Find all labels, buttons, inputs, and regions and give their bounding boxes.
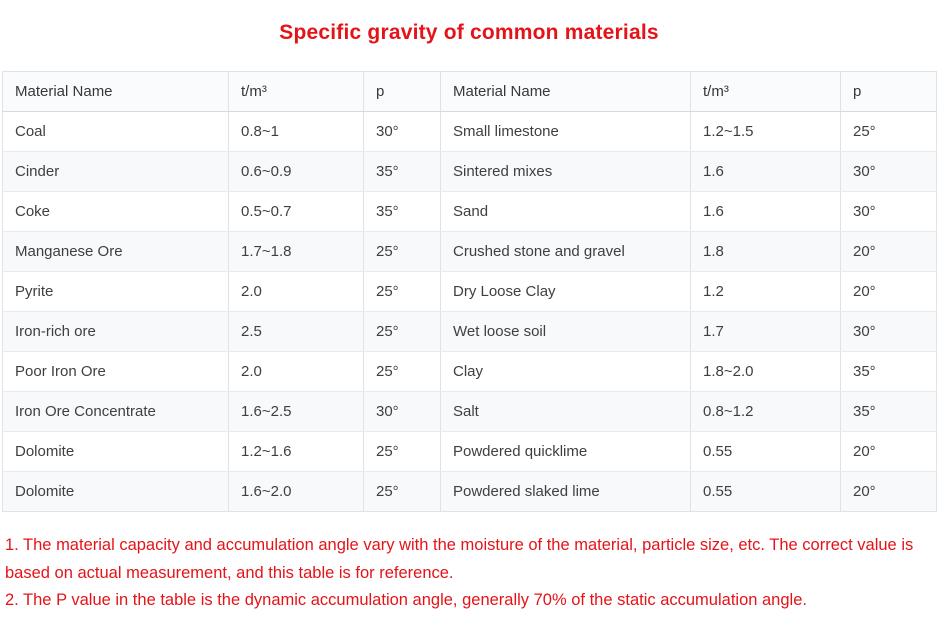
materials-table: Material Name t/m³ p Material Name t/m³ … (2, 71, 937, 512)
table-row: Manganese Ore 1.7~1.8 25° Crushed stone and… (2, 231, 937, 272)
table-body: Coal 0.8~1 30° Small limestone 1.2~1.5 25° Cin… (2, 111, 937, 512)
header-density-right: t/m³ (690, 71, 841, 112)
material-name-cell: Coke (2, 191, 229, 232)
header-row: Material Name t/m³ p Material Name t/m³ … (2, 71, 937, 112)
density-cell: 1.6 (690, 191, 841, 232)
table-row: Pyrite 2.0 25° Dry Loose Clay 1.2 20° (2, 271, 937, 312)
header-material-name-left: Material Name (2, 71, 229, 112)
material-name-cell: Sintered mixes (440, 151, 691, 192)
angle-cell: 20° (840, 471, 937, 512)
angle-cell: 25° (363, 351, 441, 392)
density-cell: 1.8 (690, 231, 841, 272)
material-name-cell: Dolomite (2, 431, 229, 472)
table-row: Dolomite 1.2~1.6 25° Powdered quicklime 0.55… (2, 431, 937, 472)
angle-cell: 30° (840, 191, 937, 232)
angle-cell: 25° (363, 471, 441, 512)
material-name-cell: Clay (440, 351, 691, 392)
density-cell: 1.2~1.5 (690, 111, 841, 152)
material-name-cell: Manganese Ore (2, 231, 229, 272)
table-row: Dolomite 1.6~2.0 25° Powdered slaked lime 0.… (2, 471, 937, 512)
material-name-cell: Dolomite (2, 471, 229, 512)
material-name-cell: Iron-rich ore (2, 311, 229, 352)
material-name-cell: Sand (440, 191, 691, 232)
angle-cell: 20° (840, 271, 937, 312)
density-cell: 0.6~0.9 (228, 151, 364, 192)
angle-cell: 30° (363, 391, 441, 432)
angle-cell: 35° (840, 391, 937, 432)
material-name-cell: Cinder (2, 151, 229, 192)
material-name-cell: Wet loose soil (440, 311, 691, 352)
density-cell: 1.6~2.5 (228, 391, 364, 432)
header-material-name-right: Material Name (440, 71, 691, 112)
material-name-cell: Crushed stone and gravel (440, 231, 691, 272)
density-cell: 1.2~1.6 (228, 431, 364, 472)
material-name-cell: Poor Iron Ore (2, 351, 229, 392)
angle-cell: 25° (840, 111, 937, 152)
material-name-cell: Salt (440, 391, 691, 432)
table-header: Material Name t/m³ p Material Name t/m³ … (2, 71, 937, 112)
density-cell: 1.7 (690, 311, 841, 352)
header-density-left: t/m³ (228, 71, 364, 112)
material-name-cell: Powdered quicklime (440, 431, 691, 472)
density-cell: 0.8~1 (228, 111, 364, 152)
material-name-cell: Powdered slaked lime (440, 471, 691, 512)
density-cell: 1.7~1.8 (228, 231, 364, 272)
density-cell: 0.55 (690, 471, 841, 512)
angle-cell: 20° (840, 231, 937, 272)
table-row: Iron-rich ore 2.5 25° Wet loose soil 1.7 30° (2, 311, 937, 352)
angle-cell: 20° (840, 431, 937, 472)
density-cell: 1.6~2.0 (228, 471, 364, 512)
page-title: Specific gravity of common materials (279, 21, 659, 44)
angle-cell: 25° (363, 231, 441, 272)
table-row: Iron Ore Concentrate 1.6~2.5 30° Salt 0.8~1.… (2, 391, 937, 432)
angle-cell: 30° (363, 111, 441, 152)
material-name-cell: Small limestone (440, 111, 691, 152)
density-cell: 0.8~1.2 (690, 391, 841, 432)
angle-cell: 35° (363, 191, 441, 232)
table-row: Coal 0.8~1 30° Small limestone 1.2~1.5 25° (2, 111, 937, 152)
density-cell: 1.6 (690, 151, 841, 192)
footnote-2: 2. The P value in the table is the dynam… (5, 591, 807, 609)
angle-cell: 35° (840, 351, 937, 392)
header-angle-left: p (363, 71, 441, 112)
angle-cell: 25° (363, 311, 441, 352)
density-cell: 2.5 (228, 311, 364, 352)
angle-cell: 25° (363, 431, 441, 472)
material-name-cell: Coal (2, 111, 229, 152)
angle-cell: 30° (840, 311, 937, 352)
footnotes: 1. The material capacity and accumulatio… (5, 532, 934, 615)
density-cell: 2.0 (228, 271, 364, 312)
density-cell: 0.55 (690, 431, 841, 472)
material-name-cell: Iron Ore Concentrate (2, 391, 229, 432)
table-row: Coke 0.5~0.7 35° Sand 1.6 30° (2, 191, 937, 232)
density-cell: 2.0 (228, 351, 364, 392)
angle-cell: 35° (363, 151, 441, 192)
density-cell: 0.5~0.7 (228, 191, 364, 232)
table-row: Poor Iron Ore 2.0 25° Clay 1.8~2.0 35° (2, 351, 937, 392)
density-cell: 1.2 (690, 271, 841, 312)
table-row: Cinder 0.6~0.9 35° Sintered mixes 1.6 30° (2, 151, 937, 192)
material-name-cell: Pyrite (2, 271, 229, 312)
angle-cell: 30° (840, 151, 937, 192)
material-name-cell: Dry Loose Clay (440, 271, 691, 312)
footnote-1: 1. The material capacity and accumulatio… (5, 536, 914, 582)
angle-cell: 25° (363, 271, 441, 312)
header-angle-right: p (840, 71, 937, 112)
density-cell: 1.8~2.0 (690, 351, 841, 392)
